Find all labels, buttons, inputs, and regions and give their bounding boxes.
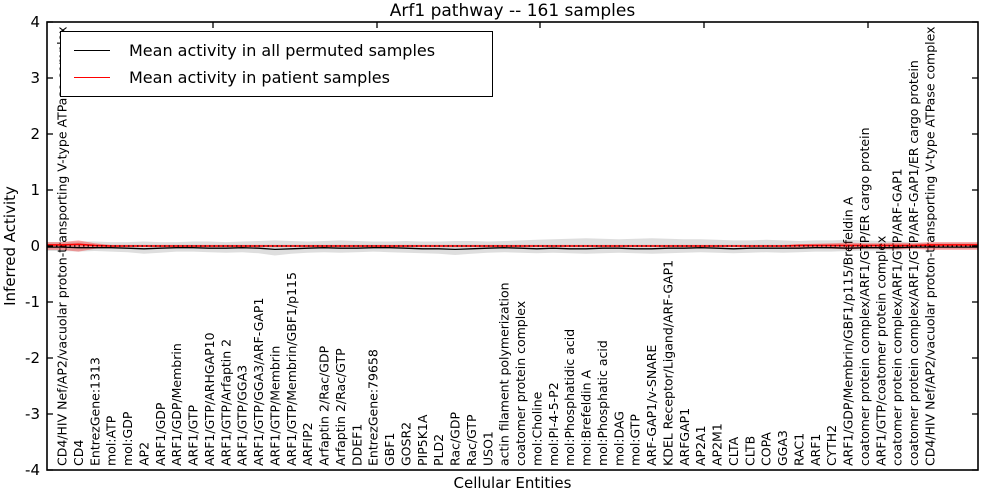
x-tick-labels: CD4/HIV Nef/AP2/vacuolar proton-transpor… xyxy=(55,27,938,467)
x-tick-label: AP2M1 xyxy=(710,423,725,466)
x-tick-label: coatomer protein complex xyxy=(513,301,528,466)
x-tick-label: ARF1/GTP/GGA3/ARF-GAP1 xyxy=(251,298,266,466)
x-tick-label: ARF1/GTP xyxy=(186,405,201,466)
x-tick-label: ARF1 xyxy=(808,434,823,466)
legend-item-patient: Mean activity in patient samples xyxy=(61,68,492,87)
x-tick-label: PIP5K1A xyxy=(415,414,430,466)
x-tick-label: Rac/GDP xyxy=(448,412,463,466)
x-tick-label: AP2 xyxy=(136,442,151,466)
x-tick-label: coatomer protein complex/ARF1/GTP/ER car… xyxy=(857,127,872,466)
x-tick-label: ARF1/GTP/coatomer protein complex xyxy=(873,236,888,466)
y-tick-label: -4 xyxy=(25,461,40,479)
x-tick-label: ARF1/GTP/Membrin/GBF1/p115 xyxy=(284,272,299,466)
x-tick-label: ARF1/GTP/GGA3 xyxy=(235,365,250,466)
x-tick-label: ARFIP2 xyxy=(300,422,315,466)
y-axis-ticks: 4 3 2 1 0 -1 -2 -3 -4 xyxy=(25,13,978,479)
y-tick-label: -1 xyxy=(25,293,40,311)
x-tick-label: mol:ATP xyxy=(104,415,119,466)
x-tick-label: EntrezGene:79658 xyxy=(366,349,381,466)
x-tick-label: coatomer protein complex/ARF1/GTP/ARF-GA… xyxy=(890,168,905,466)
mean-activity-permuted-line xyxy=(47,246,978,251)
x-tick-label: AP2A1 xyxy=(693,425,708,466)
x-tick-label: CD4 xyxy=(71,440,86,466)
x-tick-label: mol:PI-4-5-P2 xyxy=(546,382,561,466)
x-tick-label: ARF1/GDP/Membrin/GBF1/p115/Brefeldin A xyxy=(841,196,856,466)
x-tick-label: ARF1/GTP/Arfaptin 2 xyxy=(218,339,233,466)
y-tick-label: 2 xyxy=(30,125,40,143)
x-axis-label: Cellular Entities xyxy=(453,474,572,492)
y-tick-label: -3 xyxy=(25,405,40,423)
chart-title: Arf1 pathway -- 161 samples xyxy=(389,1,636,21)
x-tick-label: Rac/GTP xyxy=(464,414,479,466)
legend-label-patient: Mean activity in patient samples xyxy=(129,68,390,88)
y-tick-label: 0 xyxy=(30,237,40,255)
x-tick-label: ARF1/GTP/ARHGAP10 xyxy=(202,332,217,466)
y-tick-label: -2 xyxy=(25,349,40,367)
y-tick-label: 4 xyxy=(30,13,40,31)
x-tick-label: ARF1/GDP/Membrin xyxy=(169,343,184,466)
x-tick-label: GBF1 xyxy=(382,433,397,466)
x-tick-label: mol:Phosphatic acid xyxy=(595,340,610,466)
x-tick-label: RAC1 xyxy=(792,433,807,466)
patient-line-swatch xyxy=(74,77,110,79)
x-tick-label: EntrezGene:1313 xyxy=(87,357,102,466)
x-tick-label: DDEF1 xyxy=(349,424,364,466)
permuted-line-swatch xyxy=(74,49,110,51)
x-tick-label: GGA3 xyxy=(775,430,790,466)
x-tick-label: ARF1/GDP xyxy=(153,402,168,466)
x-tick-label: ARF-GAP1/v-SNARE xyxy=(644,345,659,466)
x-tick-label: USO1 xyxy=(480,431,495,466)
x-tick-label: CLTA xyxy=(726,436,741,466)
legend-box: Mean activity in all permuted samples Me… xyxy=(60,31,493,97)
x-tick-label: KDEL Receptor/Ligand/ARF-GAP1 xyxy=(661,260,676,466)
x-tick-label: GOSR2 xyxy=(398,422,413,466)
x-tick-label: mol:Brefeldin A xyxy=(579,369,594,466)
x-tick-label: Arfaptin 2/Rac/GTP xyxy=(333,348,348,466)
x-tick-label: CYTH2 xyxy=(824,425,839,466)
permuted-activity-band xyxy=(47,238,978,256)
y-tick-label: 3 xyxy=(30,69,40,87)
x-tick-label: mol:Choline xyxy=(529,391,544,466)
x-tick-label: CLTB xyxy=(742,436,757,466)
x-tick-label: mol:GTP xyxy=(628,414,643,466)
x-tick-label: mol:Phosphatidic acid xyxy=(562,329,577,466)
x-tick-label: actin filament polymerization xyxy=(497,282,512,466)
x-tick-label: mol:DAG xyxy=(611,411,626,466)
x-tick-label: coatomer protein complex/ARF1/GTP/ARF-GA… xyxy=(906,60,921,466)
y-tick-label: 1 xyxy=(30,181,40,199)
legend-label-permuted: Mean activity in all permuted samples xyxy=(129,40,436,60)
x-tick-label: COPA xyxy=(759,432,774,466)
x-tick-label: PLD2 xyxy=(431,434,446,466)
x-tick-label: ARF1/GTP/Membrin xyxy=(267,346,282,466)
y-axis-label: Inferred Activity xyxy=(1,186,19,306)
x-tick-label: ARFGAP1 xyxy=(677,408,692,466)
legend-item-permuted: Mean activity in all permuted samples xyxy=(61,41,492,60)
x-tick-label: Arfaptin 2/Rac/GDP xyxy=(317,345,332,466)
x-tick-label: mol:GDP xyxy=(120,411,135,466)
